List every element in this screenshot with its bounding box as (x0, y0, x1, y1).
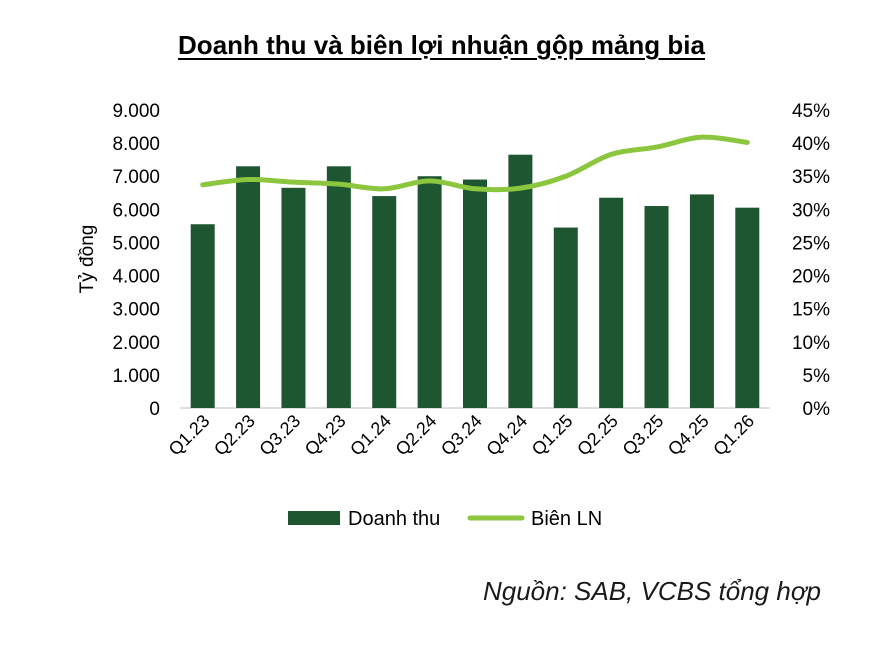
y-axis-title: Tỷ đồng (77, 225, 98, 294)
y2-tick-label: 25% (792, 233, 830, 254)
y-tick-label: 0 (149, 399, 160, 420)
bar (281, 187, 306, 408)
x-tick-label: Q3.25 (619, 411, 668, 460)
y2-tick-label: 20% (792, 267, 830, 288)
legend-label: Biên LN (531, 508, 602, 530)
bar (508, 154, 533, 408)
legend-label: Doanh thu (348, 508, 440, 530)
y-tick-label: 2.000 (112, 333, 160, 354)
x-tick-label: Q1.23 (165, 411, 214, 460)
y-tick-label: 7.000 (112, 167, 160, 188)
y-tick-label: 5.000 (112, 233, 160, 254)
x-tick-label: Q4.24 (482, 411, 531, 460)
bar (326, 166, 351, 408)
y2-tick-label: 35% (792, 167, 830, 188)
y2-tick-label: 0% (803, 399, 831, 420)
x-tick-label: Q2.25 (573, 411, 622, 460)
x-tick-label: Q1.25 (528, 411, 577, 460)
y2-tick-label: 40% (792, 134, 830, 155)
y-tick-label: 1.000 (112, 366, 160, 387)
y-tick-label: 4.000 (112, 267, 160, 288)
x-tick-label: Q1.24 (346, 411, 395, 460)
bar (599, 197, 624, 408)
chart-title: Doanh thu và biên lợi nhuận gộp mảng bia (178, 30, 705, 60)
bar (689, 194, 714, 408)
y2-tick-label: 15% (792, 300, 830, 321)
y-tick-label: 8.000 (112, 134, 160, 155)
bar (735, 207, 760, 408)
bar (463, 179, 487, 408)
x-tick-label: Q1.26 (709, 411, 758, 460)
legend-swatch-bar (288, 511, 340, 525)
y-tick-label: 3.000 (112, 300, 160, 321)
source-note: Nguồn: SAB, VCBS tổng hợp (482, 576, 821, 606)
y-tick-label: 9.000 (112, 101, 160, 122)
bar (372, 196, 397, 408)
bar (644, 206, 669, 408)
x-tick-label: Q2.24 (392, 411, 441, 460)
x-tick-label: Q3.23 (255, 411, 304, 460)
bar (553, 227, 578, 408)
x-tick-label: Q4.23 (301, 411, 350, 460)
bar (417, 176, 442, 408)
x-tick-label: Q3.24 (437, 411, 486, 460)
y2-tick-label: 30% (792, 200, 830, 221)
x-tick-label: Q4.25 (664, 411, 713, 460)
y2-tick-label: 5% (803, 366, 831, 387)
x-tick-label: Q2.23 (210, 411, 259, 460)
y-tick-label: 6.000 (112, 200, 160, 221)
bar (236, 166, 261, 408)
bar (190, 224, 215, 408)
y2-tick-label: 10% (792, 333, 830, 354)
y2-tick-label: 45% (792, 101, 830, 122)
